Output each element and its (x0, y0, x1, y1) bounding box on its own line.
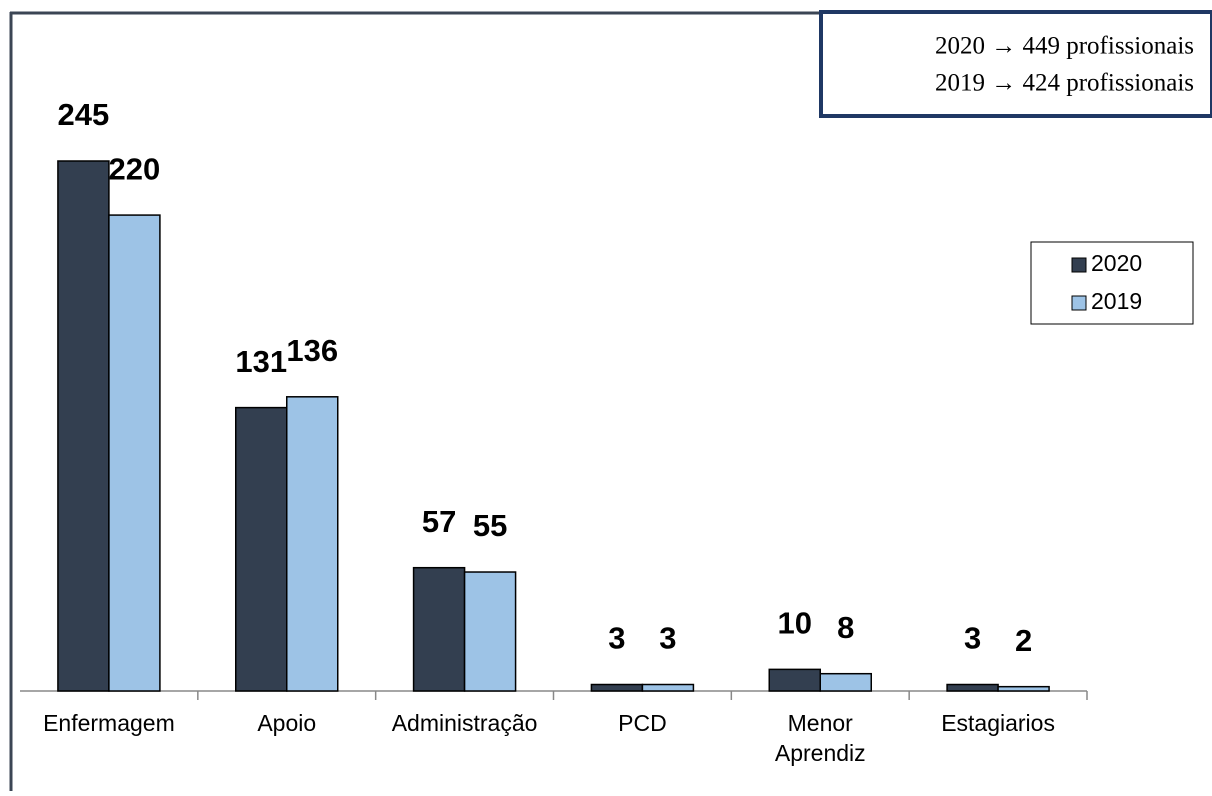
value-label: 55 (473, 508, 507, 543)
bar (286, 396, 339, 692)
value-label: 10 (778, 606, 812, 641)
bar (235, 406, 288, 692)
annotation: 2020 → 449 profissionais (935, 33, 1194, 60)
x-tick-label: Administração (392, 710, 538, 736)
x-tick-label: Apoio (257, 710, 316, 736)
legend-box (1030, 241, 1194, 325)
value-label: 245 (58, 97, 110, 132)
legend-label: 2020 (1091, 250, 1142, 276)
legend-swatch (1071, 295, 1087, 311)
value-label: 131 (235, 344, 287, 379)
x-tick-label: PCD (618, 710, 667, 736)
bar (997, 685, 1050, 692)
bar (108, 214, 161, 692)
value-label: 8 (837, 610, 854, 645)
bar (463, 571, 517, 692)
annotation-box (819, 10, 1212, 118)
chart-area (10, 12, 1212, 791)
bar (57, 160, 110, 692)
bar (768, 668, 821, 692)
value-label: 136 (286, 333, 338, 368)
bar (412, 566, 466, 692)
value-label: 220 (109, 151, 161, 186)
x-tick-label: Estagiarios (941, 710, 1055, 736)
legend-swatch (1071, 257, 1087, 273)
value-label: 3 (608, 621, 625, 656)
bar (641, 683, 695, 692)
value-label: 57 (422, 504, 456, 539)
value-label: 2 (1015, 623, 1032, 658)
annotation: 2019 → 424 profissionais (935, 70, 1194, 97)
bar (590, 683, 644, 692)
legend-label: 2019 (1091, 288, 1142, 314)
value-label: 3 (659, 621, 676, 656)
x-tick-label: Enfermagem (43, 710, 175, 736)
bar (819, 672, 872, 692)
bar (946, 683, 999, 692)
x-tick-label: Menor Aprendiz (775, 710, 866, 766)
value-label: 3 (964, 621, 981, 656)
